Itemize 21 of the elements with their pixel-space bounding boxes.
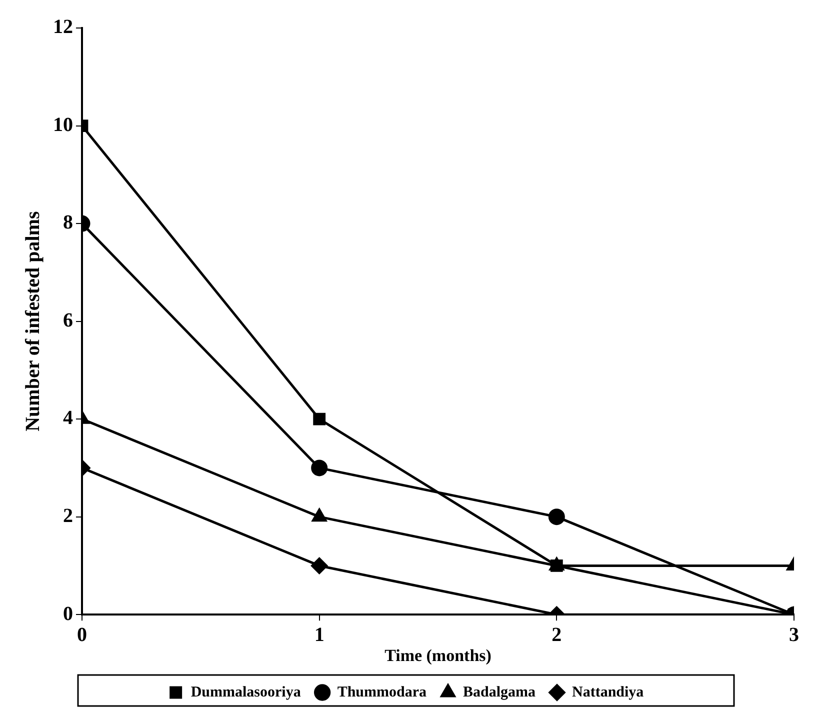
legend-label: Nattandiya [572, 684, 644, 700]
point [548, 508, 565, 526]
x-tick-label: 2 [552, 624, 562, 646]
x-tick-label: 1 [314, 624, 324, 646]
point [311, 460, 328, 476]
legend-label: Dummalasooriya [190, 684, 302, 700]
x-tick-label: 3 [789, 624, 799, 646]
y-tick-label: 0 [63, 602, 73, 625]
legend-label: Badalgama [462, 684, 536, 700]
y-tick-label: 6 [63, 309, 73, 332]
y-axis-title: Number of infested palms [22, 210, 44, 432]
y-tick-label: 2 [63, 505, 73, 528]
x-axis-title: Time (months) [384, 646, 492, 666]
y-tick-label: 4 [63, 407, 73, 430]
point [312, 508, 327, 522]
x-tick-label: 0 [77, 624, 87, 646]
y-tick-label: 10 [53, 114, 73, 136]
legend-label: Thummodara [337, 684, 427, 700]
y-tick-label: 8 [63, 212, 73, 234]
y-tick-label: 12 [53, 16, 73, 38]
point [313, 412, 326, 426]
